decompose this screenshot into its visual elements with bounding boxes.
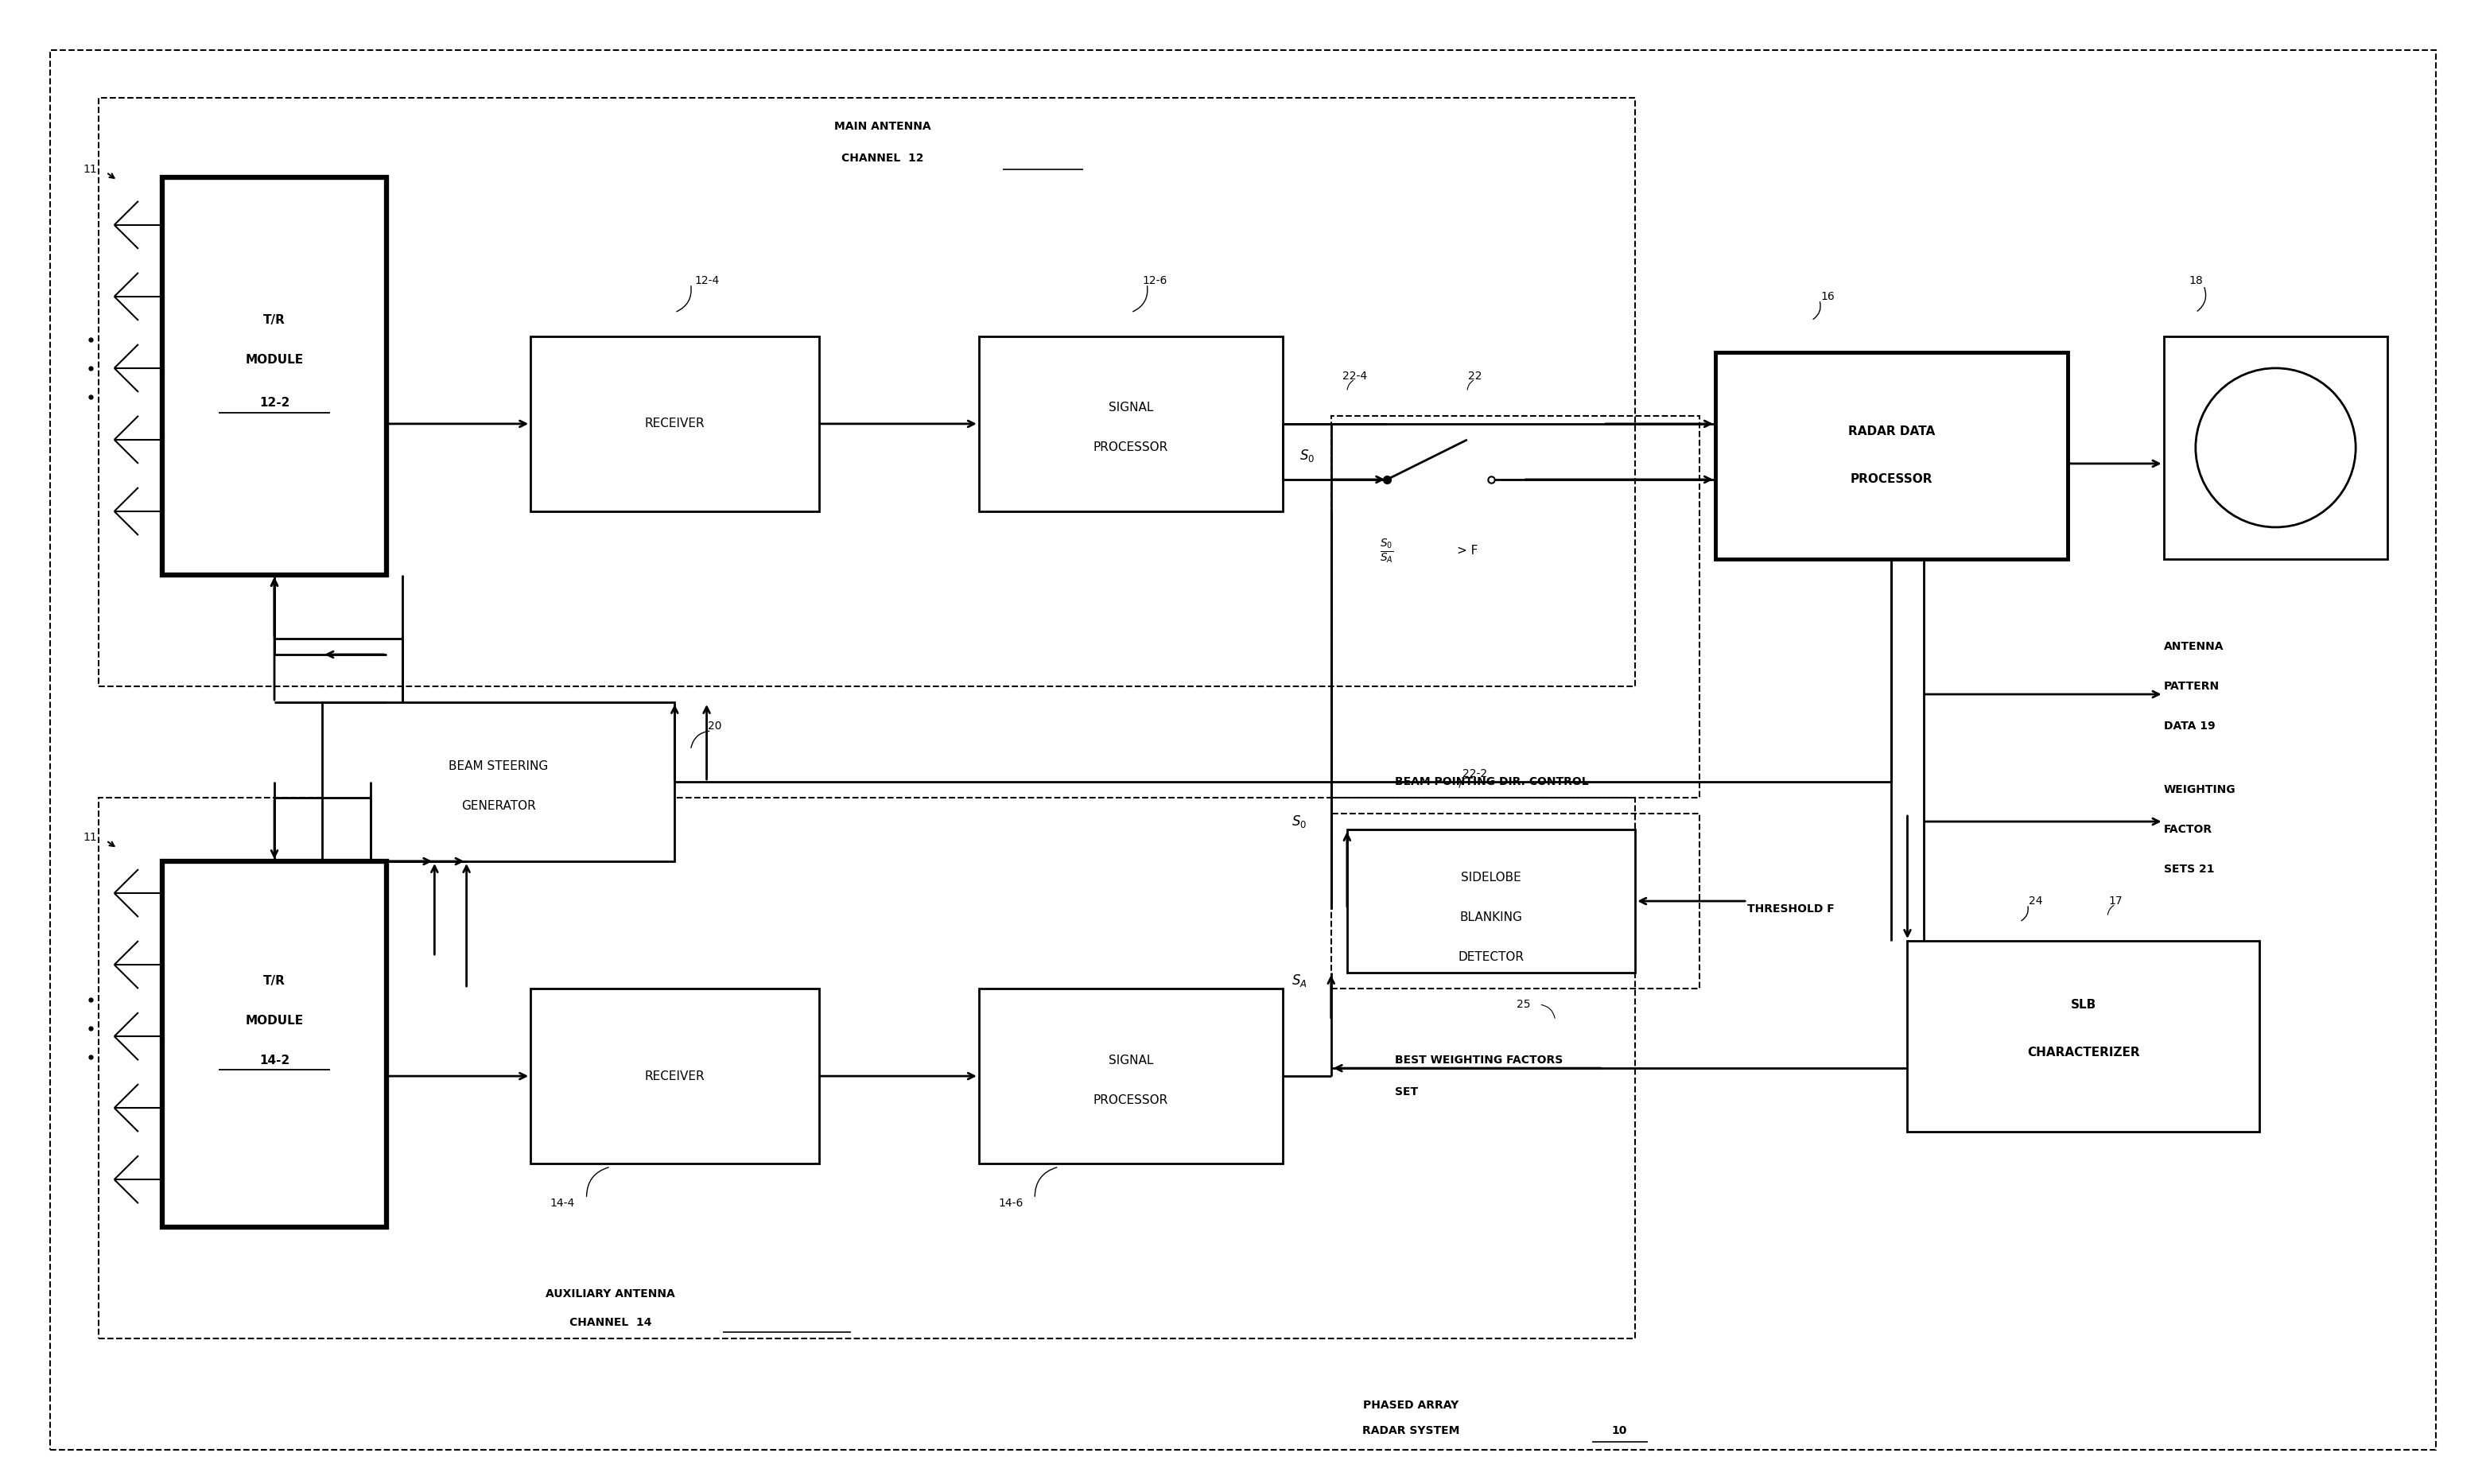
Text: RADAR SYSTEM: RADAR SYSTEM xyxy=(1362,1425,1459,1437)
Text: $S_0$: $S_0$ xyxy=(1300,448,1315,463)
Text: SIGNAL: SIGNAL xyxy=(1109,402,1154,414)
Text: SIGNAL: SIGNAL xyxy=(1109,1054,1154,1066)
Text: MODULE: MODULE xyxy=(246,355,303,367)
Text: SET: SET xyxy=(1395,1086,1417,1098)
Text: 12-2: 12-2 xyxy=(259,398,291,410)
Text: T/R: T/R xyxy=(264,315,286,326)
Text: > F: > F xyxy=(1457,545,1477,556)
Bar xyxy=(99,98,1636,686)
Text: $S_A$: $S_A$ xyxy=(1290,972,1308,988)
Bar xyxy=(2163,337,2387,559)
Text: 11: 11 xyxy=(82,163,97,175)
Text: 11: 11 xyxy=(82,833,97,843)
Text: RECEIVER: RECEIVER xyxy=(644,418,704,430)
Text: MAIN ANTENNA: MAIN ANTENNA xyxy=(835,120,932,132)
Bar xyxy=(530,337,818,512)
Text: SIDELOBE: SIDELOBE xyxy=(1462,871,1521,883)
Text: PHASED ARRAY: PHASED ARRAY xyxy=(1362,1399,1459,1411)
Bar xyxy=(1330,416,1700,798)
Bar xyxy=(162,861,385,1227)
Text: DATA 19: DATA 19 xyxy=(2163,721,2215,732)
Text: 17: 17 xyxy=(2108,895,2123,907)
Text: 12-4: 12-4 xyxy=(694,275,718,286)
Text: BEAM STEERING: BEAM STEERING xyxy=(447,760,549,772)
Bar xyxy=(530,988,818,1163)
Text: GENERATOR: GENERATOR xyxy=(462,800,537,812)
Bar xyxy=(1715,352,2068,559)
Bar xyxy=(979,988,1283,1163)
Text: BEST WEIGHTING FACTORS: BEST WEIGHTING FACTORS xyxy=(1395,1055,1564,1066)
Bar xyxy=(1347,830,1636,972)
Text: FACTOR: FACTOR xyxy=(2163,824,2213,835)
Text: SETS 21: SETS 21 xyxy=(2163,864,2215,876)
Text: 14-6: 14-6 xyxy=(999,1198,1024,1209)
Text: WEIGHTING: WEIGHTING xyxy=(2163,784,2235,795)
Text: 14-2: 14-2 xyxy=(259,1054,288,1066)
Text: 14-4: 14-4 xyxy=(549,1198,574,1209)
Text: MODULE: MODULE xyxy=(246,1015,303,1027)
Text: SLB: SLB xyxy=(2071,999,2096,1011)
Text: PROCESSOR: PROCESSOR xyxy=(1094,1094,1168,1106)
Text: BEAM POINTING DIR. CONTROL: BEAM POINTING DIR. CONTROL xyxy=(1395,776,1589,788)
Text: RADAR DATA: RADAR DATA xyxy=(1847,426,1934,438)
Bar xyxy=(979,337,1283,512)
Bar xyxy=(99,798,1636,1339)
Bar xyxy=(1907,941,2260,1132)
Text: PROCESSOR: PROCESSOR xyxy=(1850,473,1932,485)
Text: 12-6: 12-6 xyxy=(1144,275,1168,286)
Text: BLANKING: BLANKING xyxy=(1459,911,1521,923)
Text: RECEIVER: RECEIVER xyxy=(644,1070,704,1082)
Text: 18: 18 xyxy=(2188,275,2203,286)
Text: 16: 16 xyxy=(1820,291,1835,303)
Text: 22: 22 xyxy=(1469,371,1482,381)
Text: 22-4: 22-4 xyxy=(1342,371,1367,381)
Text: PATTERN: PATTERN xyxy=(2163,681,2220,692)
Text: T/R: T/R xyxy=(264,975,286,987)
Bar xyxy=(1330,813,1700,988)
Bar xyxy=(162,177,385,574)
Text: $\frac{S_0}{S_A}$: $\frac{S_0}{S_A}$ xyxy=(1380,537,1395,565)
Text: 10: 10 xyxy=(1611,1425,1626,1437)
Text: CHANNEL  14: CHANNEL 14 xyxy=(569,1318,651,1328)
Text: 22-2: 22-2 xyxy=(1462,769,1487,779)
Text: CHANNEL  12: CHANNEL 12 xyxy=(843,153,925,163)
Bar xyxy=(323,702,674,861)
Text: THRESHOLD F: THRESHOLD F xyxy=(1748,904,1835,914)
Text: ANTENNA: ANTENNA xyxy=(2163,641,2222,651)
Text: 24: 24 xyxy=(2029,895,2043,907)
Text: PROCESSOR: PROCESSOR xyxy=(1094,442,1168,454)
Text: 20: 20 xyxy=(709,721,721,732)
Text: 25: 25 xyxy=(1516,999,1531,1011)
Text: AUXILIARY ANTENNA: AUXILIARY ANTENNA xyxy=(547,1288,676,1300)
Text: DETECTOR: DETECTOR xyxy=(1459,951,1524,963)
Text: CHARACTERIZER: CHARACTERIZER xyxy=(2026,1046,2140,1058)
Text: $S_0$: $S_0$ xyxy=(1293,813,1308,830)
